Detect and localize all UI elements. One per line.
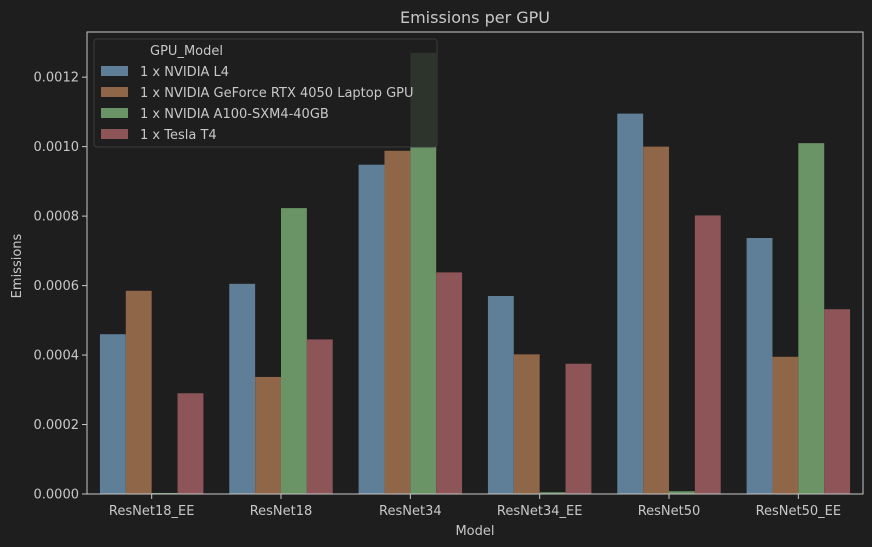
x-tick-label: ResNet18_EE: [109, 504, 195, 519]
bar-resnet34-ee-series-4: [565, 363, 592, 494]
y-tick-label: 0.0008: [34, 210, 80, 225]
legend-label: 1 x NVIDIA GeForce RTX 4050 Laptop GPU: [140, 86, 414, 101]
x-tick-label: ResNet50: [638, 504, 701, 519]
bars-group: [99, 52, 851, 495]
legend-label: 1 x Tesla T4: [140, 128, 217, 143]
bar-resnet50-series-4: [694, 215, 721, 494]
x-axis-label: Model: [455, 524, 494, 539]
bar-resnet50-ee-series-3: [798, 143, 825, 494]
bar-resnet50-series-1: [617, 113, 644, 494]
bar-resnet34-ee-series-3: [539, 492, 566, 494]
plot-frame: [86, 31, 864, 495]
axes-group: 0.0000 0.0002 0.0004 0.0006 0.0008 0.0010 0.00…: [34, 31, 864, 519]
bar-resnet18-series-1: [229, 283, 256, 494]
bar-resnet18-series-4: [306, 339, 333, 494]
y-tick-label: 0.0004: [34, 349, 80, 364]
bar-resnet50-series-2: [643, 146, 669, 494]
legend-swatch: [101, 129, 128, 139]
bar-resnet18-ee-series-4: [177, 393, 204, 494]
legend-swatch: [101, 87, 128, 97]
bar-resnet18-ee-series-1: [99, 334, 126, 494]
bar-resnet50-ee-series-2: [772, 356, 799, 494]
y-tick-label: 0.0002: [34, 418, 80, 433]
bar-resnet34-ee-series-1: [487, 296, 514, 494]
y-axis-label: Emissions: [10, 233, 25, 298]
y-tick-label: 0.0012: [34, 71, 80, 86]
x-tick-label: ResNet50_EE: [756, 504, 842, 519]
bar-resnet18-ee-series-2: [125, 290, 152, 494]
bar-resnet18-series-3: [281, 208, 307, 494]
x-tick-label: ResNet34: [379, 504, 442, 519]
legend: GPU_Model 1 x NVIDIA L4 1 x NVIDIA GeForce…: [93, 38, 438, 148]
bar-resnet34-series-2: [384, 150, 411, 495]
legend-box: [93, 38, 438, 148]
bar-resnet50-series-3: [669, 491, 695, 494]
bar-resnet50-ee-series-1: [746, 237, 773, 495]
legend-swatch: [101, 66, 128, 76]
y-tick-label: 0.0006: [34, 279, 80, 294]
chart-title: Emissions per GPU: [400, 8, 550, 27]
legend-title: GPU_Model: [150, 44, 223, 59]
bar-resnet18-ee-series-3: [151, 492, 178, 494]
x-tick-label: ResNet34_EE: [497, 504, 583, 519]
legend-label: 1 x NVIDIA L4: [140, 65, 229, 80]
bar-resnet34-series-1: [358, 164, 385, 494]
bar-resnet34-series-4: [436, 272, 463, 494]
legend-swatch: [101, 108, 128, 118]
x-tick-label: ResNet18: [250, 504, 313, 519]
bar-resnet50-ee-series-4: [824, 309, 851, 494]
bar-resnet34-ee-series-2: [513, 354, 540, 494]
y-tick-label: 0.0010: [34, 140, 80, 155]
y-tick-label: 0.0000: [34, 488, 80, 503]
legend-label: 1 x NVIDIA A100-SXM4-40GB: [140, 107, 329, 122]
bar-resnet18-series-2: [255, 376, 281, 494]
